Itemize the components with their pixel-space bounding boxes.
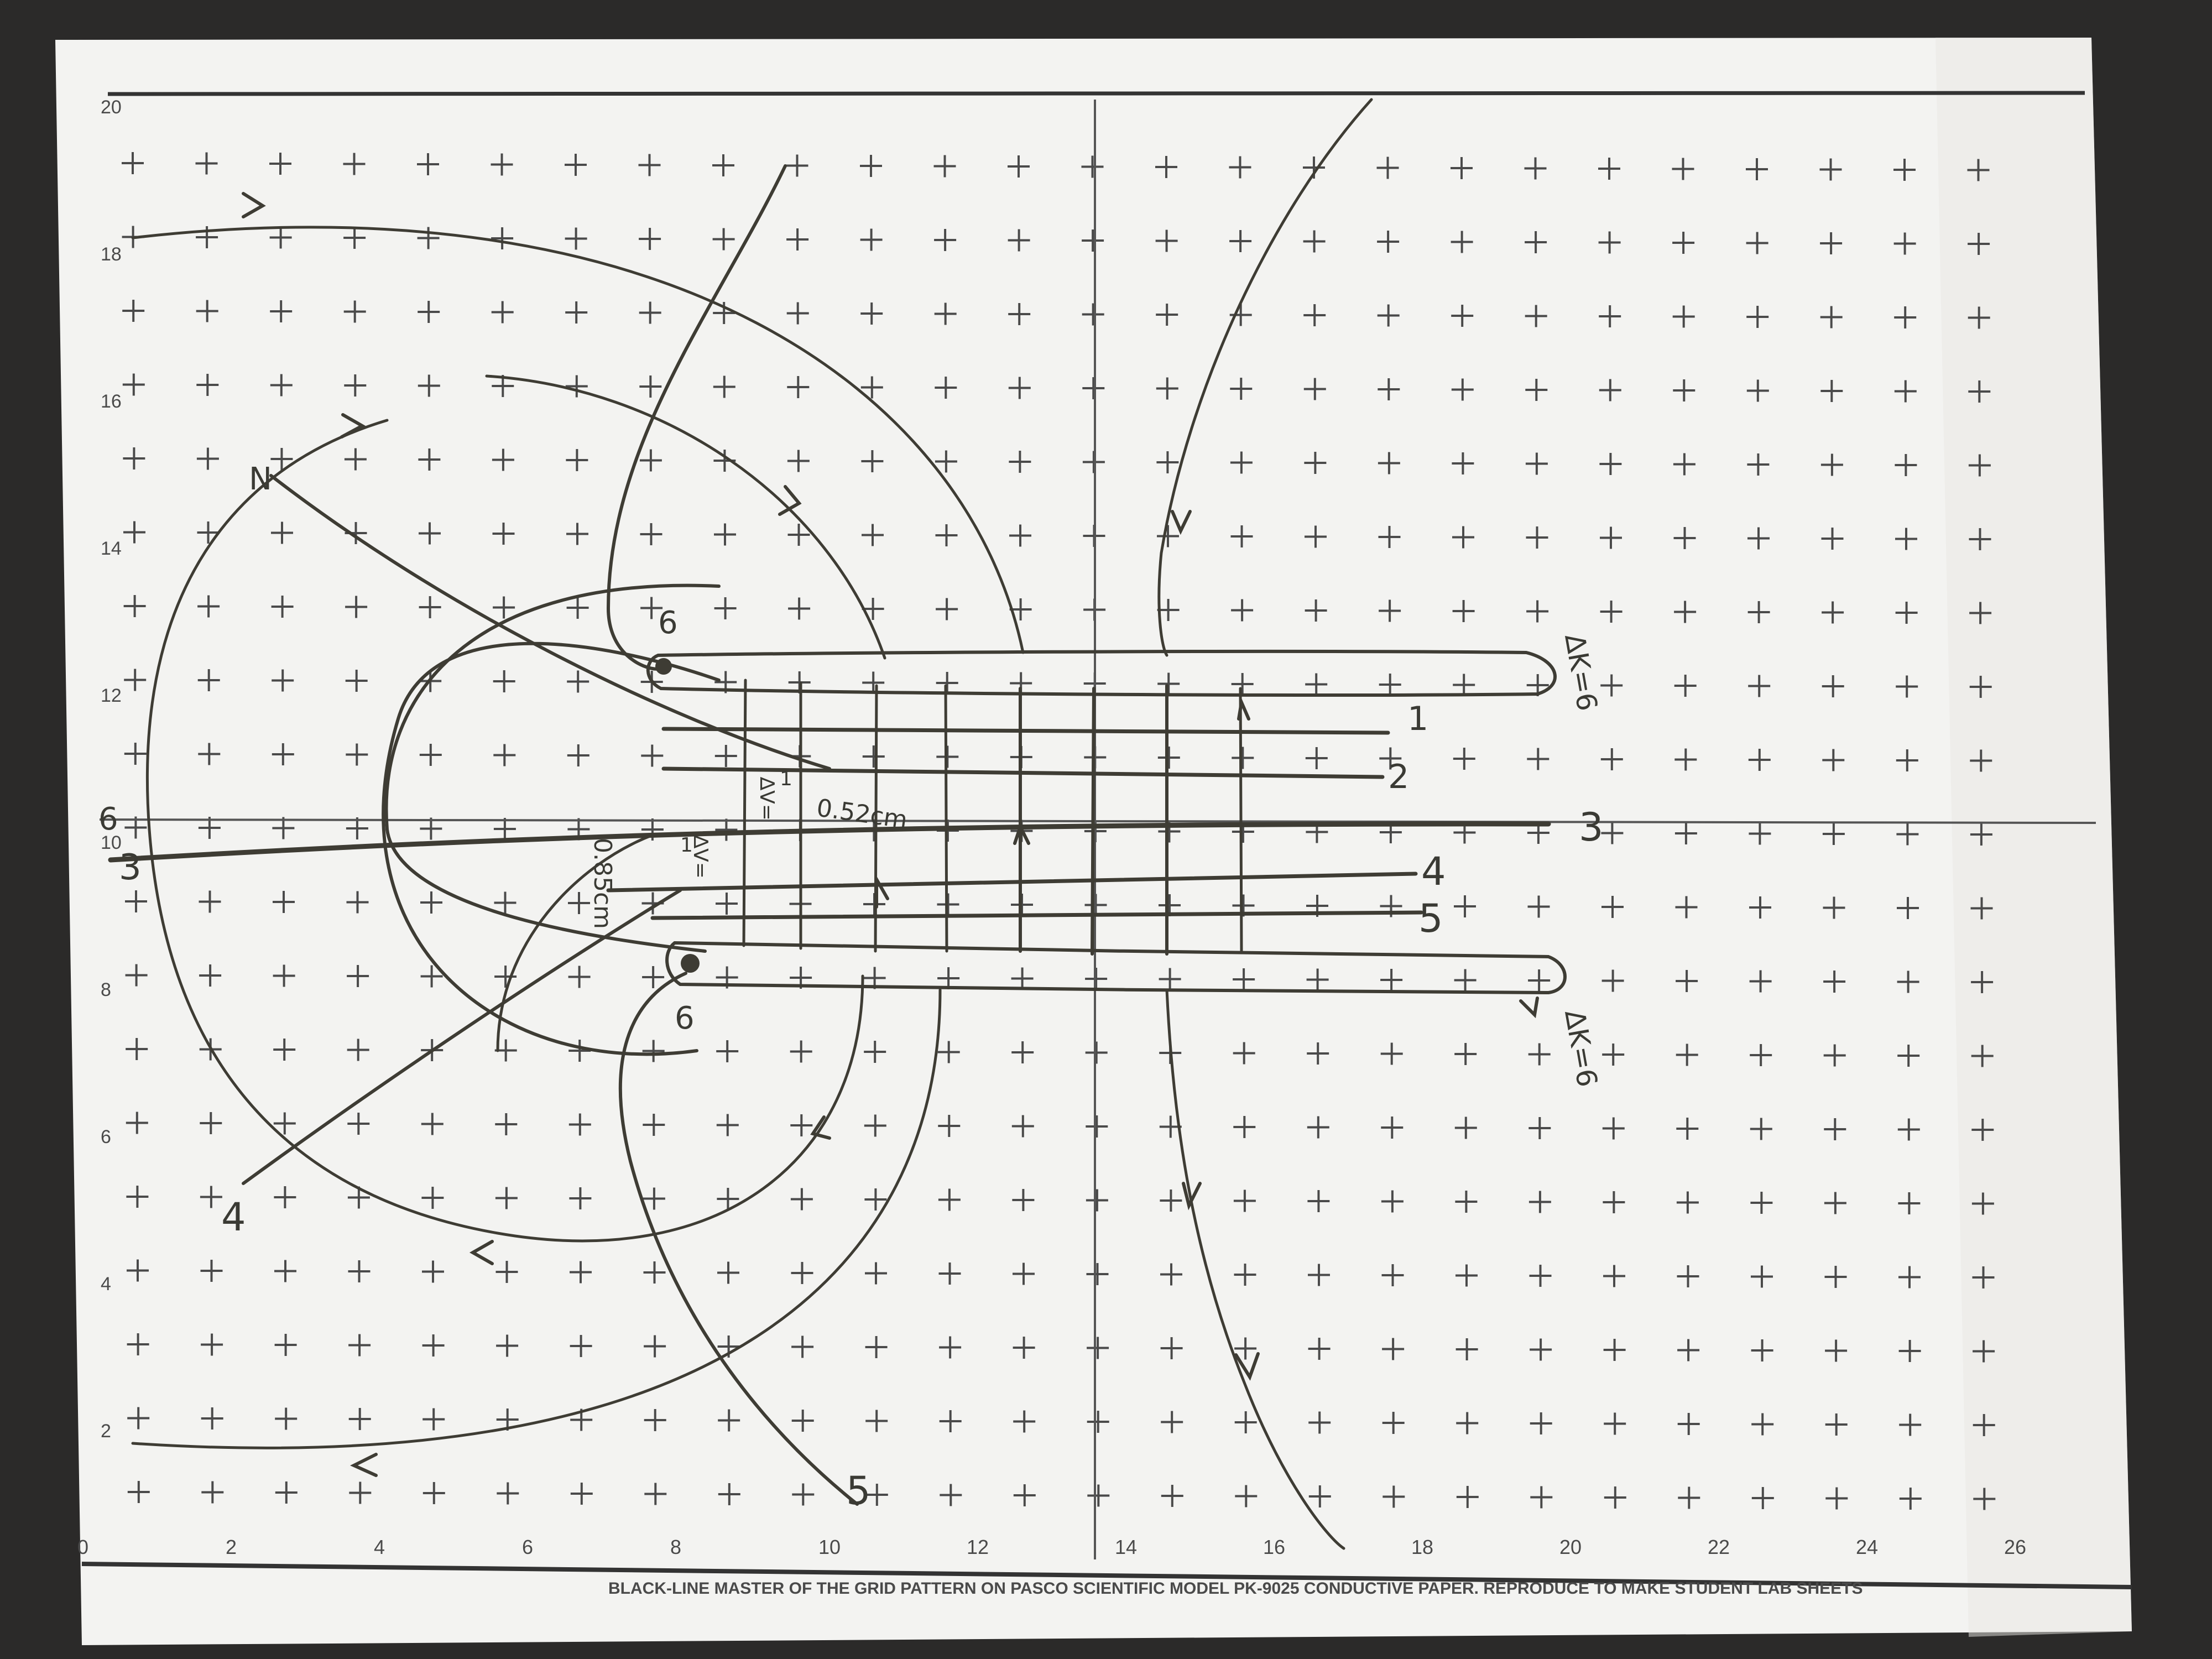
arrow-12 — [810, 1115, 831, 1140]
outer-loop-3 — [146, 419, 864, 1243]
arrow-9 — [1171, 510, 1192, 535]
label-dv-top: ∆V= — [755, 776, 778, 821]
label-bottom-5: 5 — [846, 1468, 871, 1514]
label-line-5: 5 — [1418, 896, 1443, 941]
x-axis-label: 4 — [374, 1536, 385, 1558]
bottom-electrode-dot — [681, 954, 700, 973]
field-line-v4 — [944, 684, 948, 953]
field-line-v6 — [1091, 687, 1095, 956]
x-axis-label: 6 — [522, 1536, 533, 1558]
x-axis-label: 26 — [2004, 1536, 2026, 1558]
outer-loop-1 — [384, 583, 721, 953]
y-axis-label: 6 — [101, 1126, 111, 1147]
y-axis-label: 4 — [101, 1274, 111, 1295]
label-dist-bottom: 0.85cm — [588, 838, 617, 929]
label-left-4: 4 — [221, 1194, 246, 1240]
y-axis-label: 8 — [101, 979, 111, 1000]
y-axis-label: 18 — [101, 244, 122, 265]
horizontal-center-axis — [99, 818, 2096, 824]
grid-crosses — [122, 152, 1996, 1510]
outer-loop-2 — [382, 641, 721, 1056]
x-axis-label: 2 — [226, 1536, 237, 1558]
x-axis-label: 8 — [670, 1536, 681, 1558]
x-axis-label: 18 — [1411, 1536, 1433, 1558]
label-plate-6-top: 6 — [658, 605, 678, 641]
outer-loop-6 — [131, 988, 942, 1449]
label-dv-bottom: ∆V= — [689, 834, 712, 879]
x-axis-label: 0 — [77, 1536, 88, 1558]
arrow-3 — [778, 485, 802, 516]
label-dv-top-value: 1 — [780, 768, 792, 790]
arrow-8 — [1237, 696, 1250, 721]
x-axis-label: 22 — [1708, 1536, 1730, 1558]
y-axis-label: 20 — [101, 97, 122, 118]
x-axis-label: 10 — [818, 1536, 841, 1558]
x-axis-labels: 0 2 4 6 8 10 12 14 16 18 20 22 24 26 — [77, 1536, 2026, 1558]
y-axis-labels: 20 18 16 14 12 10 8 6 4 2 — [101, 97, 122, 1442]
field-line-v1 — [742, 679, 747, 947]
pencil-drawing — [108, 98, 1567, 1550]
arrow-5 — [350, 1453, 378, 1477]
y-axis-label: 2 — [101, 1421, 111, 1442]
equipotential-line-5 — [650, 910, 1423, 920]
arrow-10 — [1182, 1182, 1202, 1211]
x-axis-label: 20 — [1559, 1536, 1582, 1558]
arrow-11 — [1234, 1352, 1260, 1381]
x-axis-label: 12 — [967, 1536, 989, 1558]
paper-shadow — [1936, 38, 2132, 1637]
y-axis-label: 16 — [101, 391, 122, 412]
paper-footer-text: BLACK-LINE MASTER OF THE GRID PATTERN ON… — [608, 1579, 1863, 1598]
arrow-1 — [242, 192, 266, 218]
equipotential-line-1 — [661, 727, 1390, 735]
label-dv-bottom-value: 1 — [680, 834, 693, 857]
arrow-7 — [1013, 822, 1030, 845]
y-axis-label: 14 — [101, 538, 122, 559]
left-arc-3 — [496, 833, 654, 1052]
field-line-v8 — [1239, 687, 1243, 953]
label-line-4: 4 — [1421, 849, 1446, 894]
diagonal-line-4 — [242, 889, 682, 1185]
label-left-6: 6 — [98, 801, 118, 837]
outer-loop-4 — [485, 374, 886, 660]
outer-loop-5 — [131, 226, 1025, 654]
x-axis-label: 16 — [1263, 1536, 1285, 1558]
x-axis-label: 14 — [1115, 1536, 1137, 1558]
label-left-3: 3 — [119, 847, 142, 888]
top-electrode-outline — [646, 649, 1557, 697]
label-plate-6-bottom: 6 — [675, 1000, 695, 1036]
arrow-2 — [340, 413, 366, 439]
x-axis-label: 24 — [1856, 1536, 1878, 1558]
equipotential-line-3 — [108, 821, 1551, 863]
diagonal-line-n — [269, 474, 831, 770]
arrow-4 — [469, 1240, 494, 1265]
field-line-bottom-right — [1165, 988, 1345, 1550]
field-line-top-right — [1157, 98, 1373, 657]
y-axis-label: 12 — [101, 685, 122, 706]
label-line-1: 1 — [1407, 700, 1428, 738]
field-line-top-left — [606, 164, 787, 671]
label-line-3: 3 — [1579, 805, 1604, 850]
arrow-6 — [875, 873, 889, 909]
y-axis-label: 10 — [101, 832, 122, 853]
equipotential-line-2 — [661, 766, 1385, 779]
field-line-bottom-left — [618, 972, 859, 1506]
label-left-n: N — [249, 461, 272, 497]
bottom-electrode-outline — [665, 941, 1567, 995]
arrow-13 — [1519, 997, 1539, 1019]
label-line-2: 2 — [1388, 758, 1409, 796]
bottom-border-line — [81, 1562, 2132, 1589]
top-border-line — [107, 91, 2085, 96]
